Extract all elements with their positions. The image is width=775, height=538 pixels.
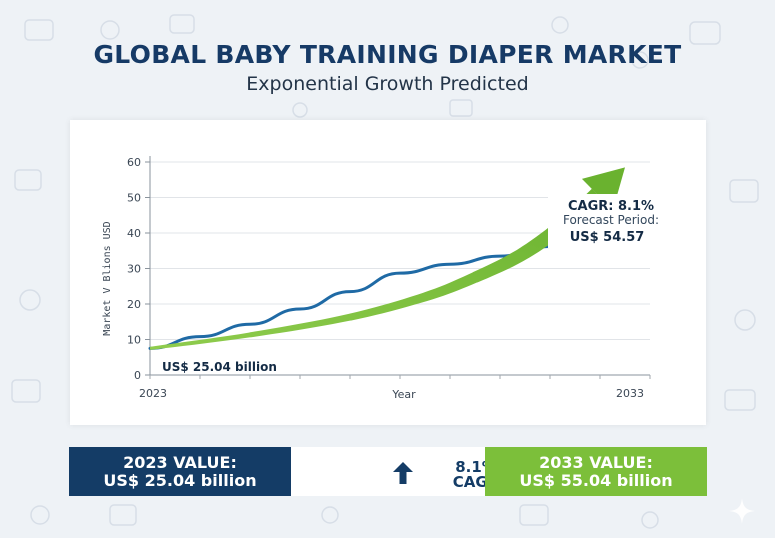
cagr-callout-box [548, 194, 676, 248]
page-subtitle: Exponential Growth Predicted [246, 73, 529, 95]
sparkle-icon [729, 498, 755, 524]
value-2033-box: 2033 VALUE: US$ 55.04 billion [485, 447, 707, 496]
up-arrow-icon [393, 462, 413, 484]
value-2023-box: 2023 VALUE: US$ 25.04 billion [69, 447, 291, 496]
growth-arrow-body [149, 188, 603, 350]
value-2023-amount: US$ 25.04 billion [103, 471, 257, 490]
y-tick-label: 0 [134, 369, 141, 382]
y-tick-label: 20 [127, 298, 141, 311]
value-2033-title: 2033 VALUE: [539, 453, 653, 472]
forecast-period-label: Forecast Period: [563, 213, 659, 227]
y-axis-title: Market V Blions USD [102, 221, 113, 335]
x-axis-title: Year [391, 388, 416, 401]
summary-bar: 2023 VALUE: US$ 25.04 billion 8.1% CAGR … [69, 447, 707, 496]
value-2033-amount: US$ 55.04 billion [519, 471, 673, 490]
y-tick-label: 30 [127, 263, 141, 276]
value-2023-title: 2023 VALUE: [123, 453, 237, 472]
page-title: GLOBAL BABY TRAINING DIAPER MARKET [93, 40, 682, 69]
cagr-box: 8.1% CAGR [291, 447, 499, 496]
chart-card: 0 10 20 30 40 50 60 2023 2033 Year Market V Blions… [70, 120, 706, 425]
x-tick-label: 2023 [139, 387, 167, 400]
cagr-label: CAGR: 8.1% [568, 199, 654, 214]
end-value-label: US$ 54.57 [570, 230, 645, 245]
y-tick-label: 50 [127, 192, 141, 205]
start-value-label: US$ 25.04 billion [162, 360, 277, 374]
x-tick-label: 2033 [616, 387, 644, 400]
chart: 0 10 20 30 40 50 60 2023 2033 Year Market V Blions… [102, 156, 676, 401]
y-tick-label: 60 [127, 156, 141, 169]
y-tick-label: 40 [127, 227, 141, 240]
y-tick-label: 10 [127, 334, 141, 347]
